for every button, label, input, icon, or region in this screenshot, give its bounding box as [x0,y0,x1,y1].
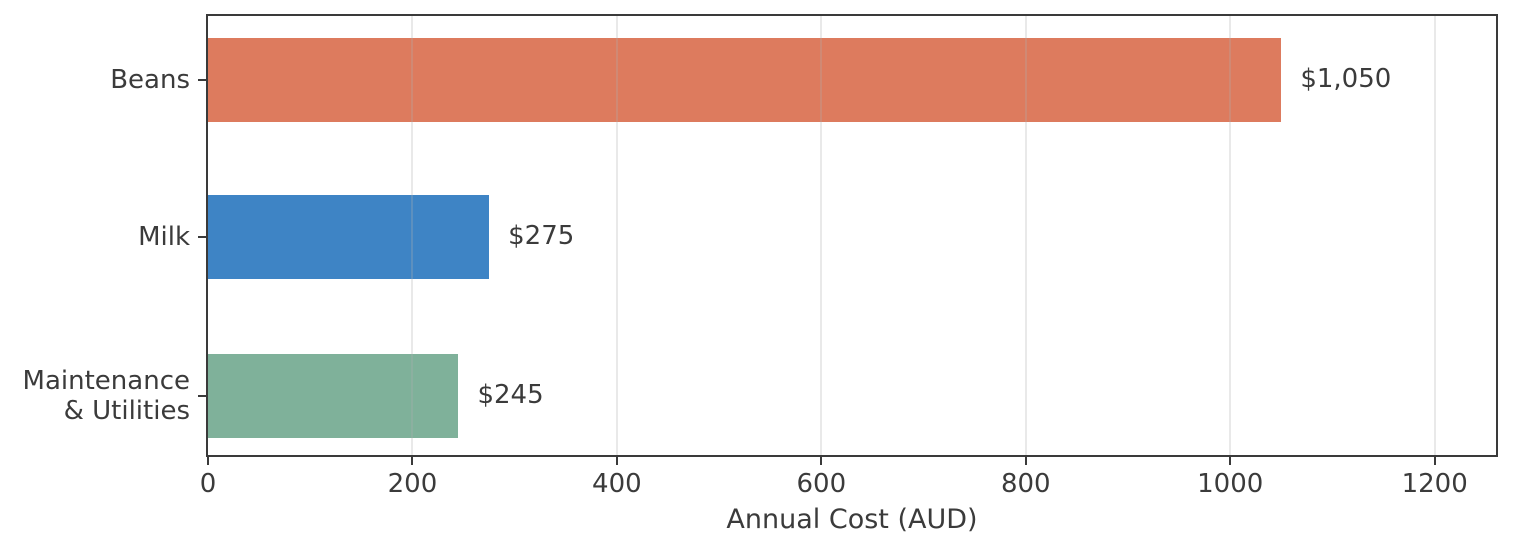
y-tick-label-line: & Utilities [63,396,190,426]
x-tick-mark [615,457,618,465]
x-axis-title: Annual Cost (AUD) [726,504,978,535]
bar-value-label: $245 [477,380,544,410]
y-tick-label-line: Beans [110,65,190,95]
gridline [411,16,414,455]
bar [208,195,490,279]
plot-area: $1,050 $275 $245 [206,14,1498,457]
bar-value-label: $275 [508,221,575,251]
y-tick-label: Beans [0,65,190,95]
bar [208,38,1282,122]
bar-value-label: $1,050 [1300,64,1392,94]
y-tick-mark [198,395,206,397]
gridline [1433,16,1436,455]
x-tick-label: 200 [387,469,438,499]
bar [208,354,459,438]
x-tick-mark [1229,457,1232,465]
y-tick-label-line: Maintenance [22,366,190,396]
y-tick-mark [198,236,206,238]
x-tick-mark [1433,457,1436,465]
x-tick-mark [411,457,414,465]
gridline [1024,16,1027,455]
gridline [615,16,618,455]
y-tick-label: Milk [0,222,190,252]
y-tick-label: Maintenance & Utilities [0,366,190,426]
x-tick-label: 800 [1000,469,1051,499]
x-tick-label: 1000 [1197,469,1264,499]
x-tick-mark [207,457,209,465]
y-tick-label-line: Milk [138,222,190,252]
x-tick-label: 1200 [1401,469,1468,499]
y-tick-mark [198,79,206,81]
gridline [820,16,823,455]
x-tick-mark [1024,457,1027,465]
x-tick-label: 0 [199,469,217,499]
x-tick-label: 400 [592,469,642,499]
x-tick-mark [820,457,823,465]
gridline [1229,16,1232,455]
x-tick-label: 600 [796,469,847,499]
